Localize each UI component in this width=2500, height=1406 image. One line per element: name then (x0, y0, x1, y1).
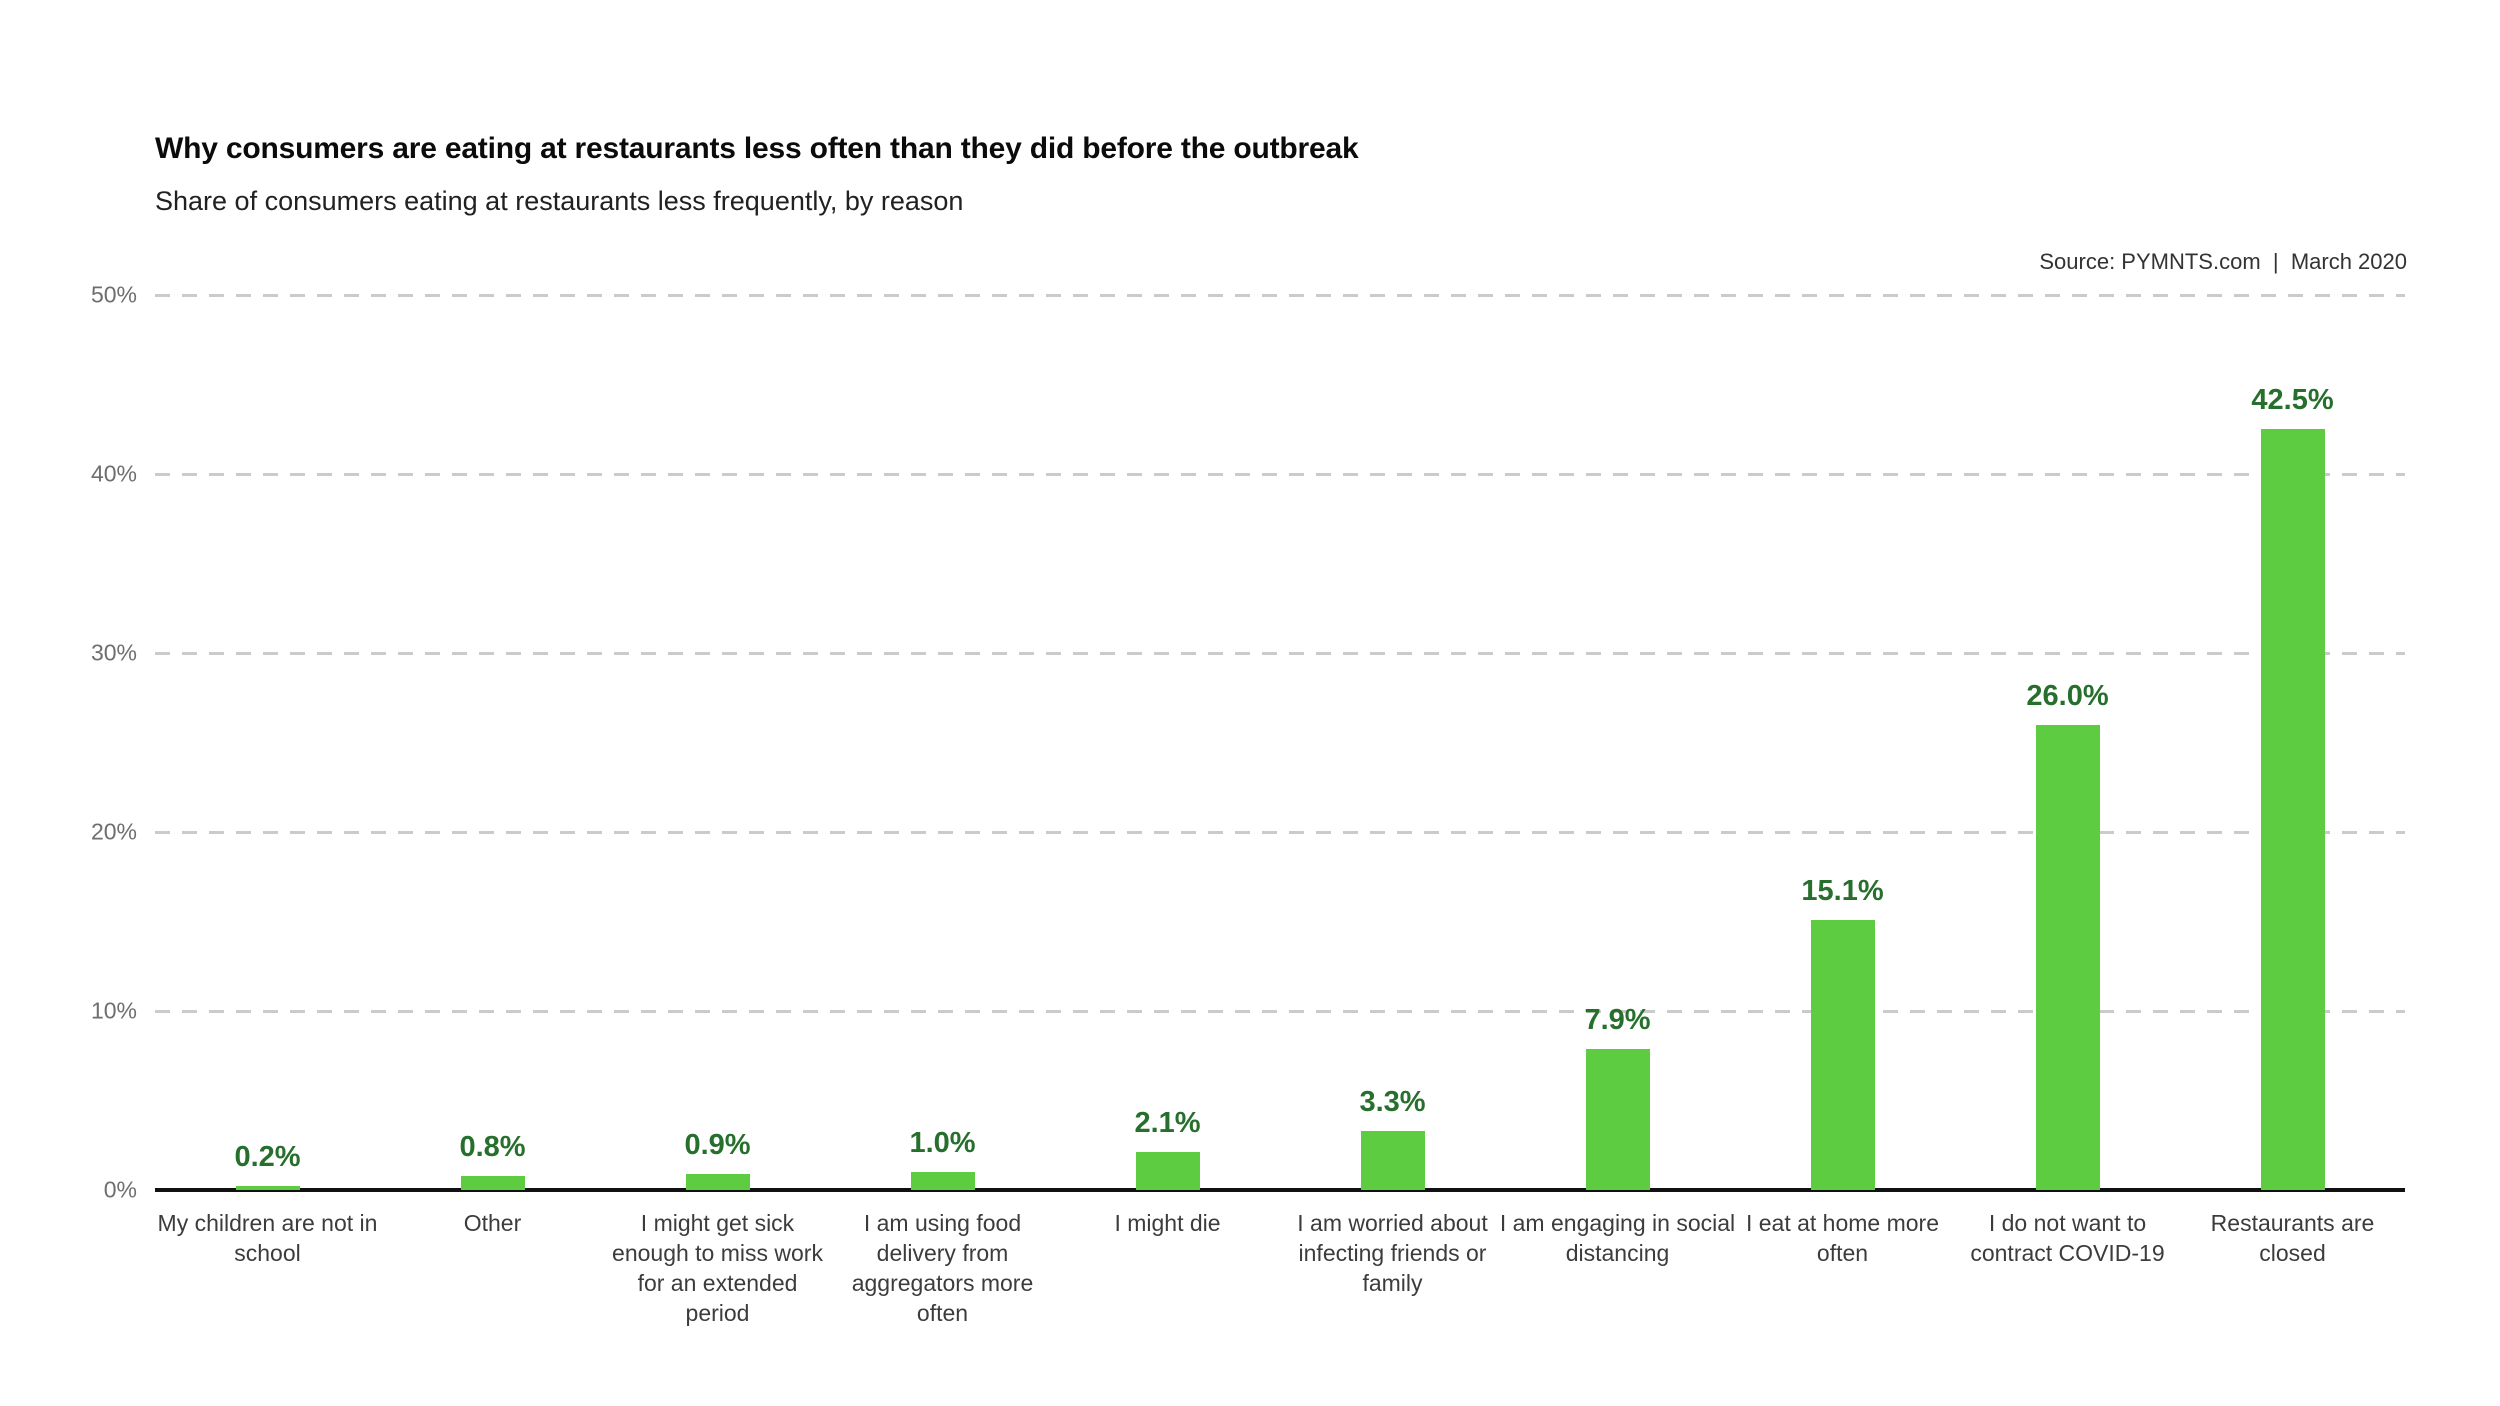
y-axis-label: 40% (90, 460, 137, 487)
category-label: I might get sick enough to miss work for… (612, 1210, 823, 1326)
y-axis-label: 30% (90, 639, 137, 666)
category-label: I am worried about infecting friends or … (1297, 1210, 1488, 1296)
bar-value-label: 0.9% (684, 1128, 751, 1161)
bar-slot: 0.2% My children are not in school (155, 295, 380, 1266)
bar-slot: 0.8% Other (380, 295, 605, 1236)
bar (1135, 1152, 1200, 1190)
gridline (155, 1009, 2405, 1013)
bar-slot: 3.3% I am worried about infecting friends… (1280, 295, 1505, 1296)
bar-slot: 2.1% I might die (1055, 295, 1280, 1236)
chart-subtitle: Share of consumers eating at restaurants… (155, 186, 964, 216)
chart-title: Why consumers are eating at restaurants … (155, 132, 1359, 165)
bar (235, 1186, 300, 1190)
gridline (155, 472, 2405, 476)
bar (910, 1172, 975, 1190)
category-label: I might die (1114, 1210, 1221, 1236)
x-axis-line (155, 1188, 2405, 1192)
bar-value-label: 15.1% (1801, 874, 1884, 907)
category-label: Restaurants are closed (2210, 1210, 2375, 1266)
bar-slot: 0.9% I might get sick enough to miss work… (605, 295, 830, 1326)
bar-slot: 15.1% I eat at home more often (1730, 295, 1955, 1266)
bar-value-label: 1.0% (909, 1127, 976, 1160)
category-label: Other (463, 1210, 522, 1236)
y-axis-label: 20% (90, 818, 137, 845)
gridline (155, 651, 2405, 655)
gridline (155, 830, 2405, 834)
bar (1360, 1130, 1425, 1190)
bar-value-label: 42.5% (2251, 384, 2334, 417)
bar (2260, 429, 2325, 1190)
category-label: My children are not in school (157, 1210, 378, 1266)
category-label: I am using food delivery from aggregator… (851, 1210, 1034, 1326)
bar-value-label: 0.8% (459, 1130, 526, 1163)
bar-value-label: 3.3% (1359, 1085, 1426, 1118)
gridline (155, 293, 2405, 297)
bar (685, 1173, 750, 1190)
bar-slot: 42.5% Restaurants are closed (2180, 295, 2405, 1266)
plot-area: 0% 10% 20% 30% 40% 50% 0.2% My children are not… (91, 283, 2405, 1326)
category-label: I am engaging in social distancing (1499, 1210, 1736, 1266)
y-axis-label: 10% (90, 997, 137, 1024)
bar (2035, 724, 2100, 1190)
bar-value-label: 2.1% (1134, 1107, 1201, 1140)
category-label: I do not want to contract COVID-19 (1970, 1210, 2165, 1266)
bar (1810, 919, 1875, 1190)
bar-value-label: 0.2% (234, 1141, 301, 1174)
bar-slot: 1.0% I am using food delivery from aggreg… (830, 295, 1055, 1326)
bar-slot: 26.0% I do not want to contract COVID-19 (1955, 295, 2180, 1266)
category-label: I eat at home more often (1745, 1210, 1940, 1266)
bar-value-label: 26.0% (2026, 679, 2109, 712)
source-note: Source: PYMNTS.com | March 2020 (2039, 249, 2407, 274)
y-axis-label: 50% (90, 281, 137, 308)
bar-value-label: 7.9% (1584, 1003, 1651, 1036)
bar (1585, 1048, 1650, 1190)
bar (460, 1175, 525, 1190)
bar-slot: 7.9% I am engaging in social distancing (1500, 295, 1735, 1266)
y-axis-label: 0% (103, 1176, 137, 1203)
